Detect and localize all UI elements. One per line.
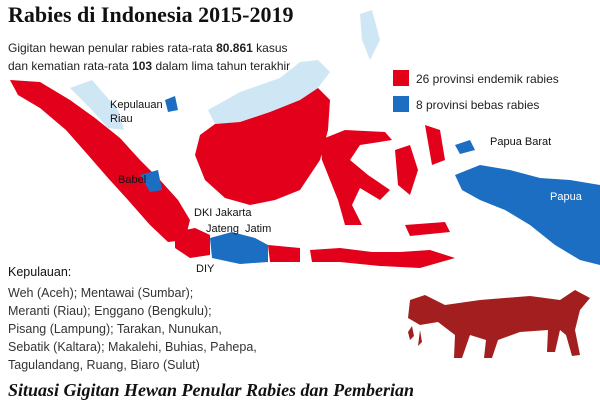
legend-swatch bbox=[393, 70, 409, 86]
map-label: Jatim bbox=[245, 223, 271, 235]
note-line: Sebatik (Kaltara); Makalehi, Buhias, Pah… bbox=[8, 340, 257, 354]
map-label: DKI Jakarta bbox=[194, 207, 252, 219]
note-lines: Weh (Aceh); Mentawai (Sumbar); Meranti (R… bbox=[8, 286, 257, 372]
note-line: Tagulandang, Ruang, Biaro (Sulut) bbox=[8, 358, 200, 372]
neighbour-land bbox=[70, 10, 380, 130]
subtitle-number: 80.861 bbox=[216, 41, 253, 55]
legend: 26 provinsi endemik rabies 8 provinsi beb… bbox=[393, 70, 559, 112]
note-line: Pisang (Lampung); Tarakan, Nunukan, bbox=[8, 322, 222, 336]
legend-label: 26 provinsi endemik rabies bbox=[416, 72, 559, 86]
subtitle-text: dan kematian rata-rata bbox=[8, 59, 132, 73]
legend-label: 8 provinsi bebas rabies bbox=[416, 98, 539, 112]
rabies-free-provinces bbox=[140, 96, 600, 265]
subtitle-text: kasus bbox=[253, 41, 288, 55]
subtitle-text: Gigitan hewan penular rabies rata-rata bbox=[8, 41, 216, 55]
title: Rabies di Indonesia 2015-2019 bbox=[8, 2, 293, 27]
subtitle-line: Gigitan hewan penular rabies rata-rata 8… bbox=[8, 41, 288, 55]
map-label: Kepulauan bbox=[110, 99, 163, 111]
note-heading: Kepulauan: bbox=[8, 265, 71, 279]
note-line: Meranti (Riau); Enggano (Bengkulu); bbox=[8, 304, 212, 318]
map-labels: Kepulauan Riau Babel DKI Jakarta Jateng … bbox=[110, 99, 583, 275]
map-label: DIY bbox=[196, 263, 215, 275]
map-label: Papua Barat bbox=[490, 136, 551, 148]
note-line: Weh (Aceh); Mentawai (Sumbar); bbox=[8, 286, 193, 300]
subtitle-line: dan kematian rata-rata 103 dalam lima ta… bbox=[8, 59, 290, 73]
subtitle-text: dalam lima tahun terakhir bbox=[152, 59, 290, 73]
endemic-provinces bbox=[10, 80, 455, 268]
map-label: Jateng bbox=[206, 223, 239, 235]
legend-swatch bbox=[393, 96, 409, 112]
map-label: Riau bbox=[110, 113, 133, 125]
subtitle-number: 103 bbox=[132, 59, 152, 73]
map-label: Papua bbox=[550, 191, 583, 203]
dog-illustration bbox=[408, 290, 590, 358]
map-label: Babel bbox=[118, 174, 146, 186]
footer-title: Situasi Gigitan Hewan Penular Rabies dan… bbox=[8, 380, 414, 400]
